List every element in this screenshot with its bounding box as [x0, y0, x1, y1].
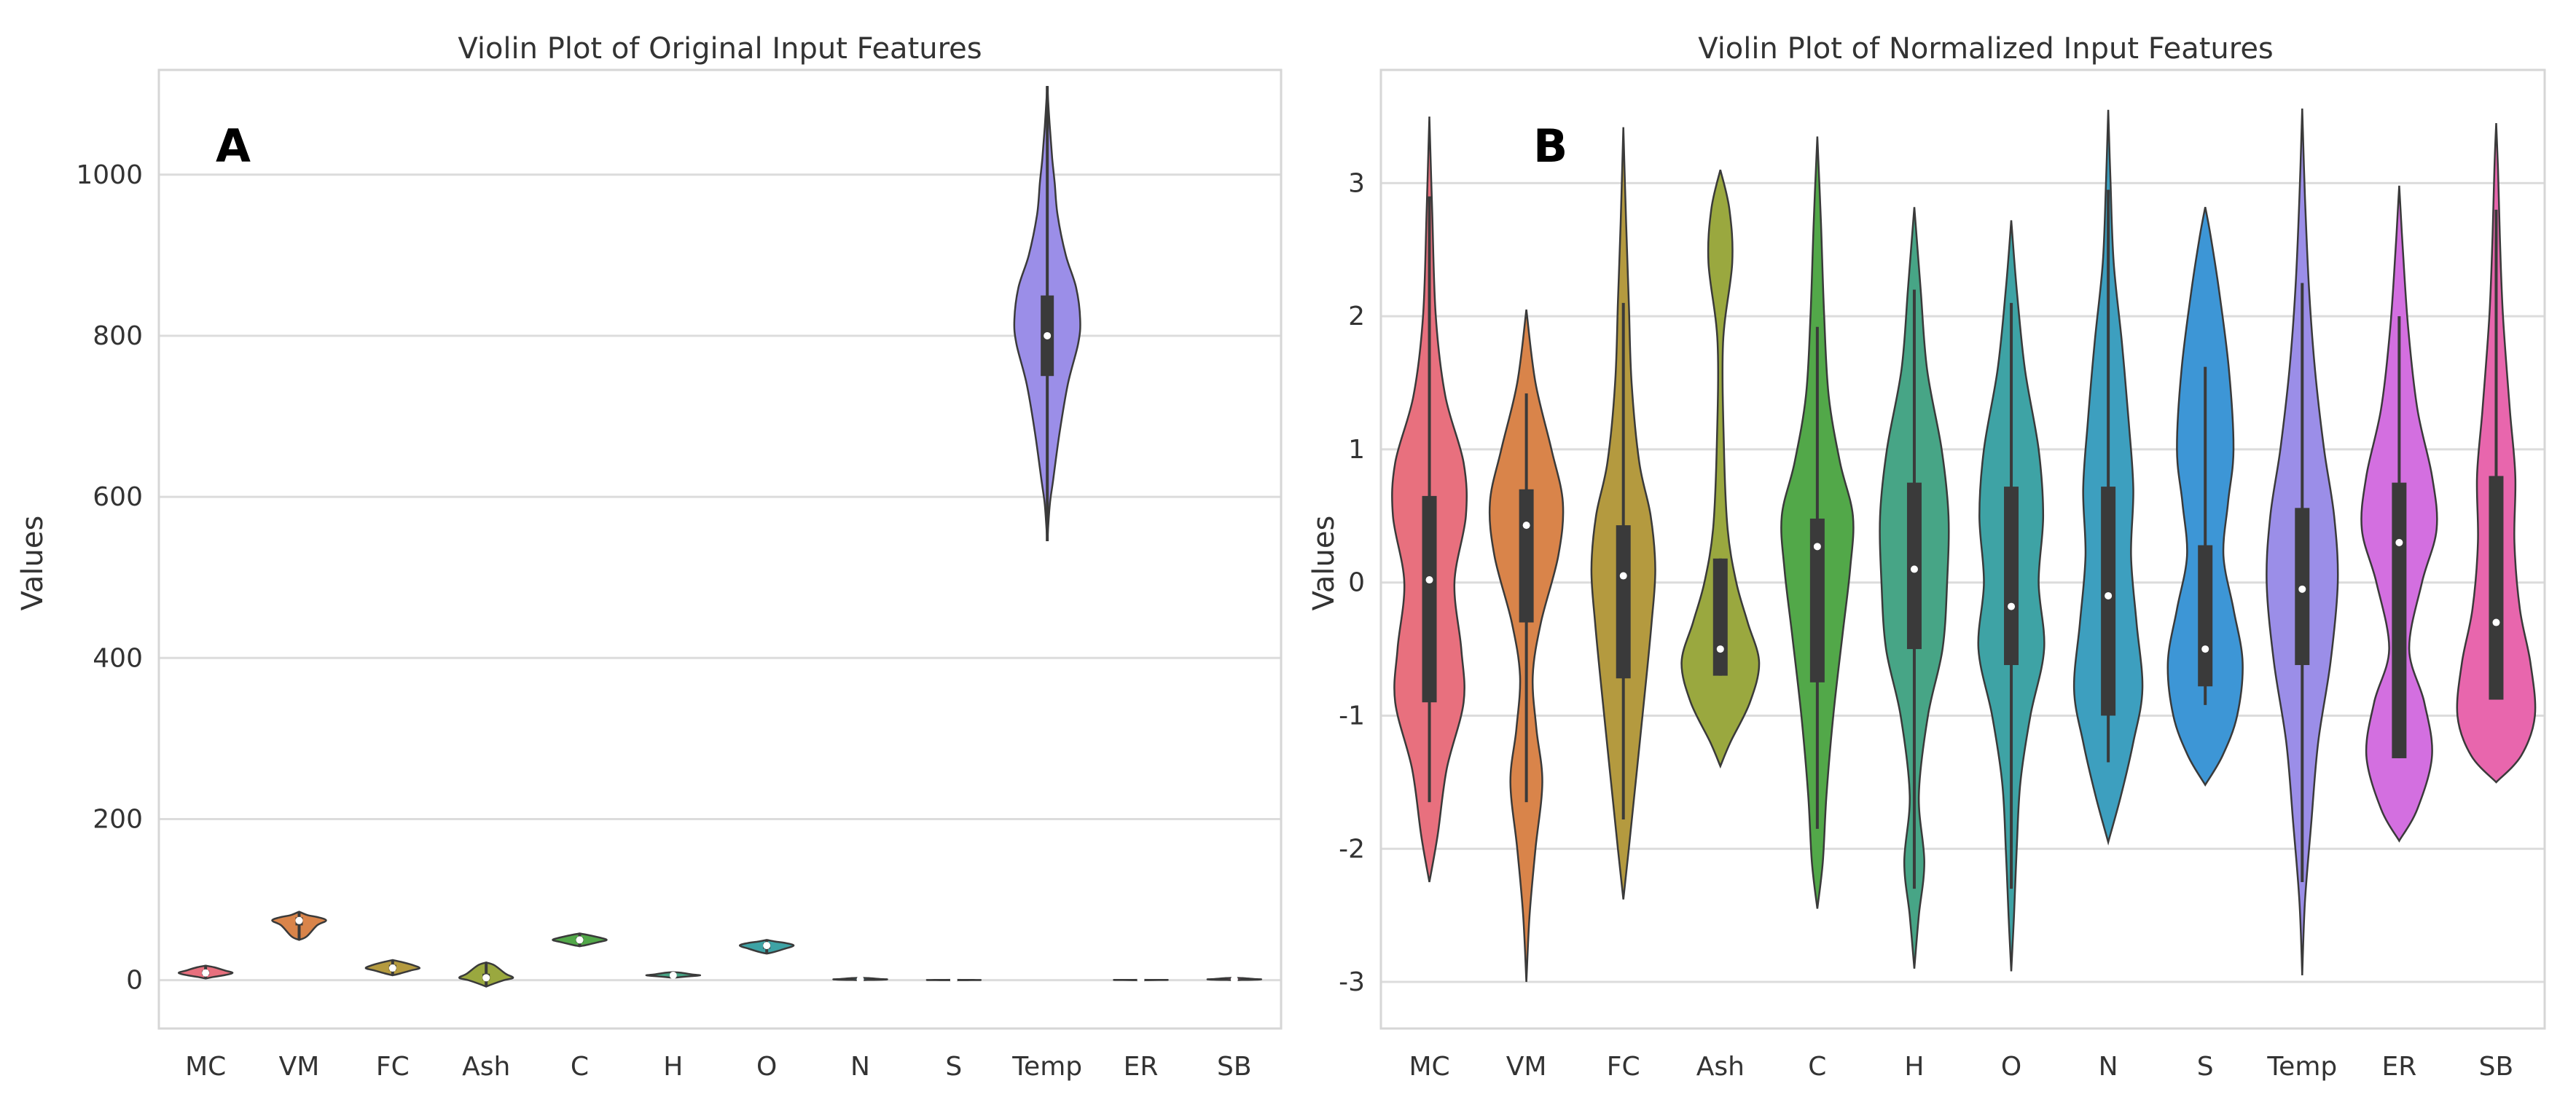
iqr-box-er [2392, 482, 2407, 758]
median-ash [1716, 645, 1724, 653]
median-c [576, 936, 584, 944]
x-tick-label-h: H [663, 1052, 683, 1082]
x-tick-label-o: O [2001, 1052, 2021, 1082]
panel-b: Violin Plot of Normalized Input Features… [1307, 32, 2546, 1082]
x-tick-label-s: S [945, 1052, 962, 1082]
panel-a-plot-area: 0 200 400 600 800 1000 MC VM FC Ash C H O N S Temp ER SB [76, 68, 1283, 1082]
median-sb [2492, 618, 2500, 626]
y-tick-label: 800 [93, 321, 143, 351]
panel-b-title: Violin Plot of Normalized Input Features [1698, 32, 2274, 66]
median-fc [1619, 572, 1627, 580]
panel-a-title: Violin Plot of Original Input Features [458, 32, 982, 66]
y-tick-label: -3 [1339, 967, 1365, 997]
median-sb [1230, 975, 1238, 983]
median-temp [2298, 585, 2306, 593]
plot-frame [157, 68, 1283, 1030]
iqr-box-n [2101, 487, 2116, 716]
x-tick-label-ash: Ash [1696, 1052, 1745, 1082]
iqr-box-c [1809, 518, 1825, 683]
panel-a: Violin Plot of Original Input Features V… [16, 32, 1283, 1082]
x-tick-label-fc: FC [1607, 1052, 1640, 1082]
y-tick-label: 1 [1348, 435, 1365, 465]
median-h [1910, 565, 1918, 573]
y-tick-label: 200 [93, 804, 143, 834]
iqr-box-mc [1422, 495, 1437, 703]
y-tick-label: -2 [1339, 834, 1365, 864]
y-tick-label: 600 [93, 482, 143, 512]
x-tick-label-o: O [756, 1052, 777, 1082]
x-tick-label-n: N [2099, 1052, 2118, 1082]
median-c [1813, 543, 1821, 551]
y-tick-label: 3 [1348, 168, 1365, 198]
median-er [1137, 976, 1145, 984]
iqr-box-s [2198, 545, 2213, 687]
y-tick-label: 400 [93, 643, 143, 673]
x-tick-label-h: H [1904, 1052, 1924, 1082]
iqr-box-o [2004, 487, 2019, 666]
x-tick-label-c: C [1808, 1052, 1826, 1082]
x-tick-label-mc: MC [1409, 1052, 1449, 1082]
iqr-box-vm [1519, 489, 1534, 623]
median-mc [202, 969, 210, 977]
median-vm [295, 916, 303, 924]
median-vm [1522, 522, 1530, 530]
median-n [2105, 591, 2113, 599]
y-tick-label: 0 [126, 966, 143, 996]
iqr-box-fc [1616, 525, 1631, 679]
median-temp [1044, 331, 1052, 339]
x-tick-label-sb: SB [2479, 1052, 2514, 1082]
y-tick-label: 2 [1348, 302, 1365, 331]
x-tick-label-er: ER [2381, 1052, 2416, 1082]
panel-b-label: B [1533, 119, 1567, 173]
median-h [669, 972, 677, 980]
x-tick-label-temp: Temp [2266, 1052, 2337, 1082]
x-tick-label-mc: MC [185, 1052, 226, 1082]
x-tick-label-sb: SB [1217, 1052, 1252, 1082]
median-ash [482, 974, 490, 982]
median-mc [1425, 576, 1433, 584]
median-o [763, 942, 771, 950]
x-tick-label-s: S [2197, 1052, 2214, 1082]
panel-a-ylabel: Values [16, 516, 50, 611]
panel-b-plot-area: -3 -2 -1 0 1 2 3 MC VM FC Ash C H O N S Temp ER SB [1339, 68, 2546, 1082]
iqr-box-ash [1712, 558, 1728, 676]
median-s [950, 976, 958, 984]
x-tick-label-n: N [850, 1052, 870, 1082]
y-tick-label: 0 [1348, 568, 1365, 598]
median-er [2395, 538, 2403, 546]
median-fc [388, 964, 396, 972]
median-n [856, 975, 864, 983]
violin-ash [1680, 169, 1761, 769]
x-tick-label-temp: Temp [1011, 1052, 1082, 1082]
panel-a-label: A [216, 119, 251, 173]
median-o [2008, 602, 2016, 610]
iqr-box-sb [2489, 476, 2504, 700]
x-tick-label-ash: Ash [462, 1052, 510, 1082]
plot-frame [1379, 68, 2546, 1030]
y-tick-label: 1000 [76, 160, 143, 190]
x-tick-label-c: C [571, 1052, 589, 1082]
x-tick-label-vm: VM [279, 1052, 320, 1082]
y-tick-label: -1 [1339, 701, 1365, 731]
panel-b-ylabel: Values [1307, 516, 1341, 611]
median-s [2201, 645, 2209, 653]
x-tick-label-vm: VM [1506, 1052, 1547, 1082]
x-tick-label-er: ER [1124, 1052, 1159, 1082]
x-tick-label-fc: FC [376, 1052, 410, 1082]
